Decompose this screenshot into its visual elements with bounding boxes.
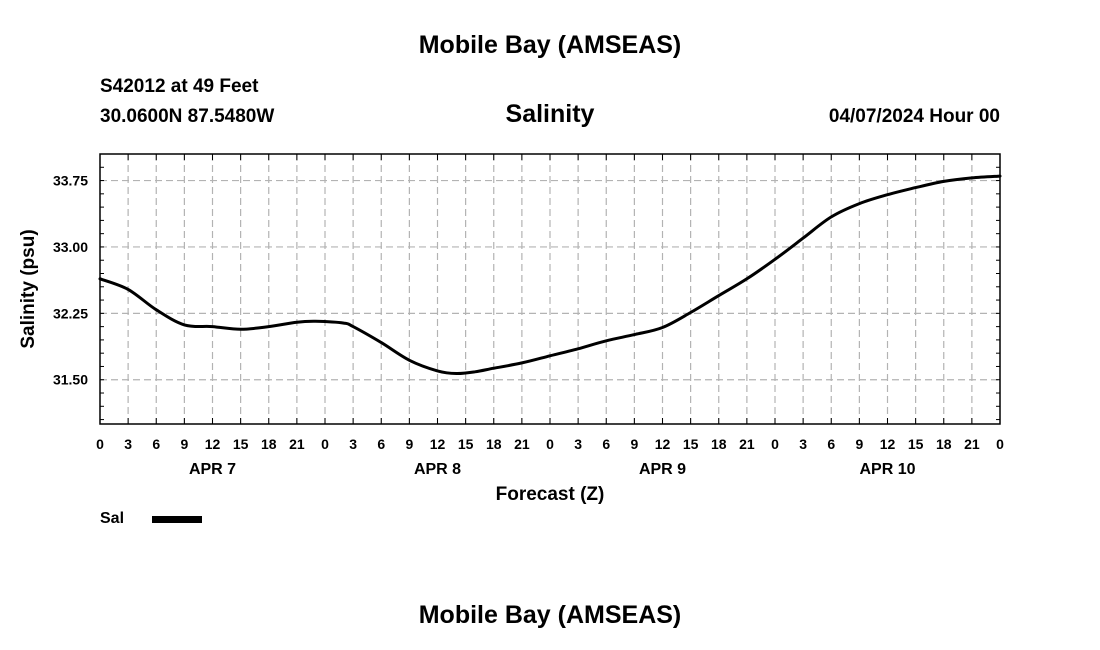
y-tick-label: 33.75 (53, 173, 88, 189)
chart-title-bottom: Mobile Bay (AMSEAS) (418, 601, 682, 629)
y-axis-label: Salinity (psu) (18, 229, 39, 348)
plot-frame (99, 153, 1001, 425)
legend: Sal (100, 510, 203, 528)
x-tick-label: 9 (855, 436, 863, 452)
x-tick-label: 0 (546, 436, 554, 452)
x-tick-label: 12 (655, 436, 671, 452)
x-tick-label: 12 (205, 436, 221, 452)
x-tick-label: 18 (936, 436, 952, 452)
x-tick-label: 0 (96, 436, 104, 452)
y-tick-label: 33.00 (53, 239, 88, 255)
legend-line-swatch (152, 515, 203, 523)
x-tick-label: 3 (574, 436, 582, 452)
legend-label: Sal (100, 510, 125, 527)
x-axis-label: Forecast (Z) (496, 484, 605, 505)
day-label: APR 9 (639, 461, 686, 478)
x-tick-label: 21 (964, 436, 980, 452)
station-label: S42012 at 49 Feet (100, 76, 259, 97)
salinity-series-line (98, 174, 1002, 376)
x-tick-label: 0 (321, 436, 329, 452)
x-tick-label: 18 (711, 436, 727, 452)
forecast-datetime: 04/07/2024 Hour 00 (828, 106, 1000, 127)
x-tick-label: 12 (430, 436, 446, 452)
x-tick-label: 21 (289, 436, 305, 452)
day-label: APR 7 (189, 461, 236, 478)
x-tick-label: 21 (739, 436, 755, 452)
x-tick-label: 0 (996, 436, 1004, 452)
variable-title: Salinity (505, 100, 595, 128)
x-tick-label: 6 (602, 436, 610, 452)
x-tick-label: 18 (486, 436, 502, 452)
x-tick-label: 9 (180, 436, 188, 452)
x-tick-label: 15 (458, 436, 474, 452)
chart-title-top: Mobile Bay (AMSEAS) (418, 31, 682, 59)
x-tick-label: 6 (827, 436, 835, 452)
x-tick-label: 9 (405, 436, 413, 452)
x-tick-label: 15 (683, 436, 699, 452)
x-tick-label: 12 (880, 436, 896, 452)
x-tick-label: 0 (771, 436, 779, 452)
x-tick-label: 6 (377, 436, 385, 452)
y-tick-label: 31.50 (53, 372, 88, 388)
x-tick-label: 15 (908, 436, 924, 452)
day-label: APR 8 (414, 461, 461, 478)
x-tick-label: 6 (152, 436, 160, 452)
y-tick-label: 32.25 (53, 305, 88, 321)
x-tick-label: 15 (233, 436, 249, 452)
coordinates-label: 30.0600N 87.5480W (100, 106, 275, 127)
day-label: APR 10 (859, 461, 915, 478)
x-tick-label: 21 (514, 436, 530, 452)
x-tick-label: 18 (261, 436, 277, 452)
x-tick-label: 3 (799, 436, 807, 452)
x-tick-label: 9 (630, 436, 638, 452)
x-tick-label: 3 (124, 436, 132, 452)
x-tick-label: 3 (349, 436, 357, 452)
